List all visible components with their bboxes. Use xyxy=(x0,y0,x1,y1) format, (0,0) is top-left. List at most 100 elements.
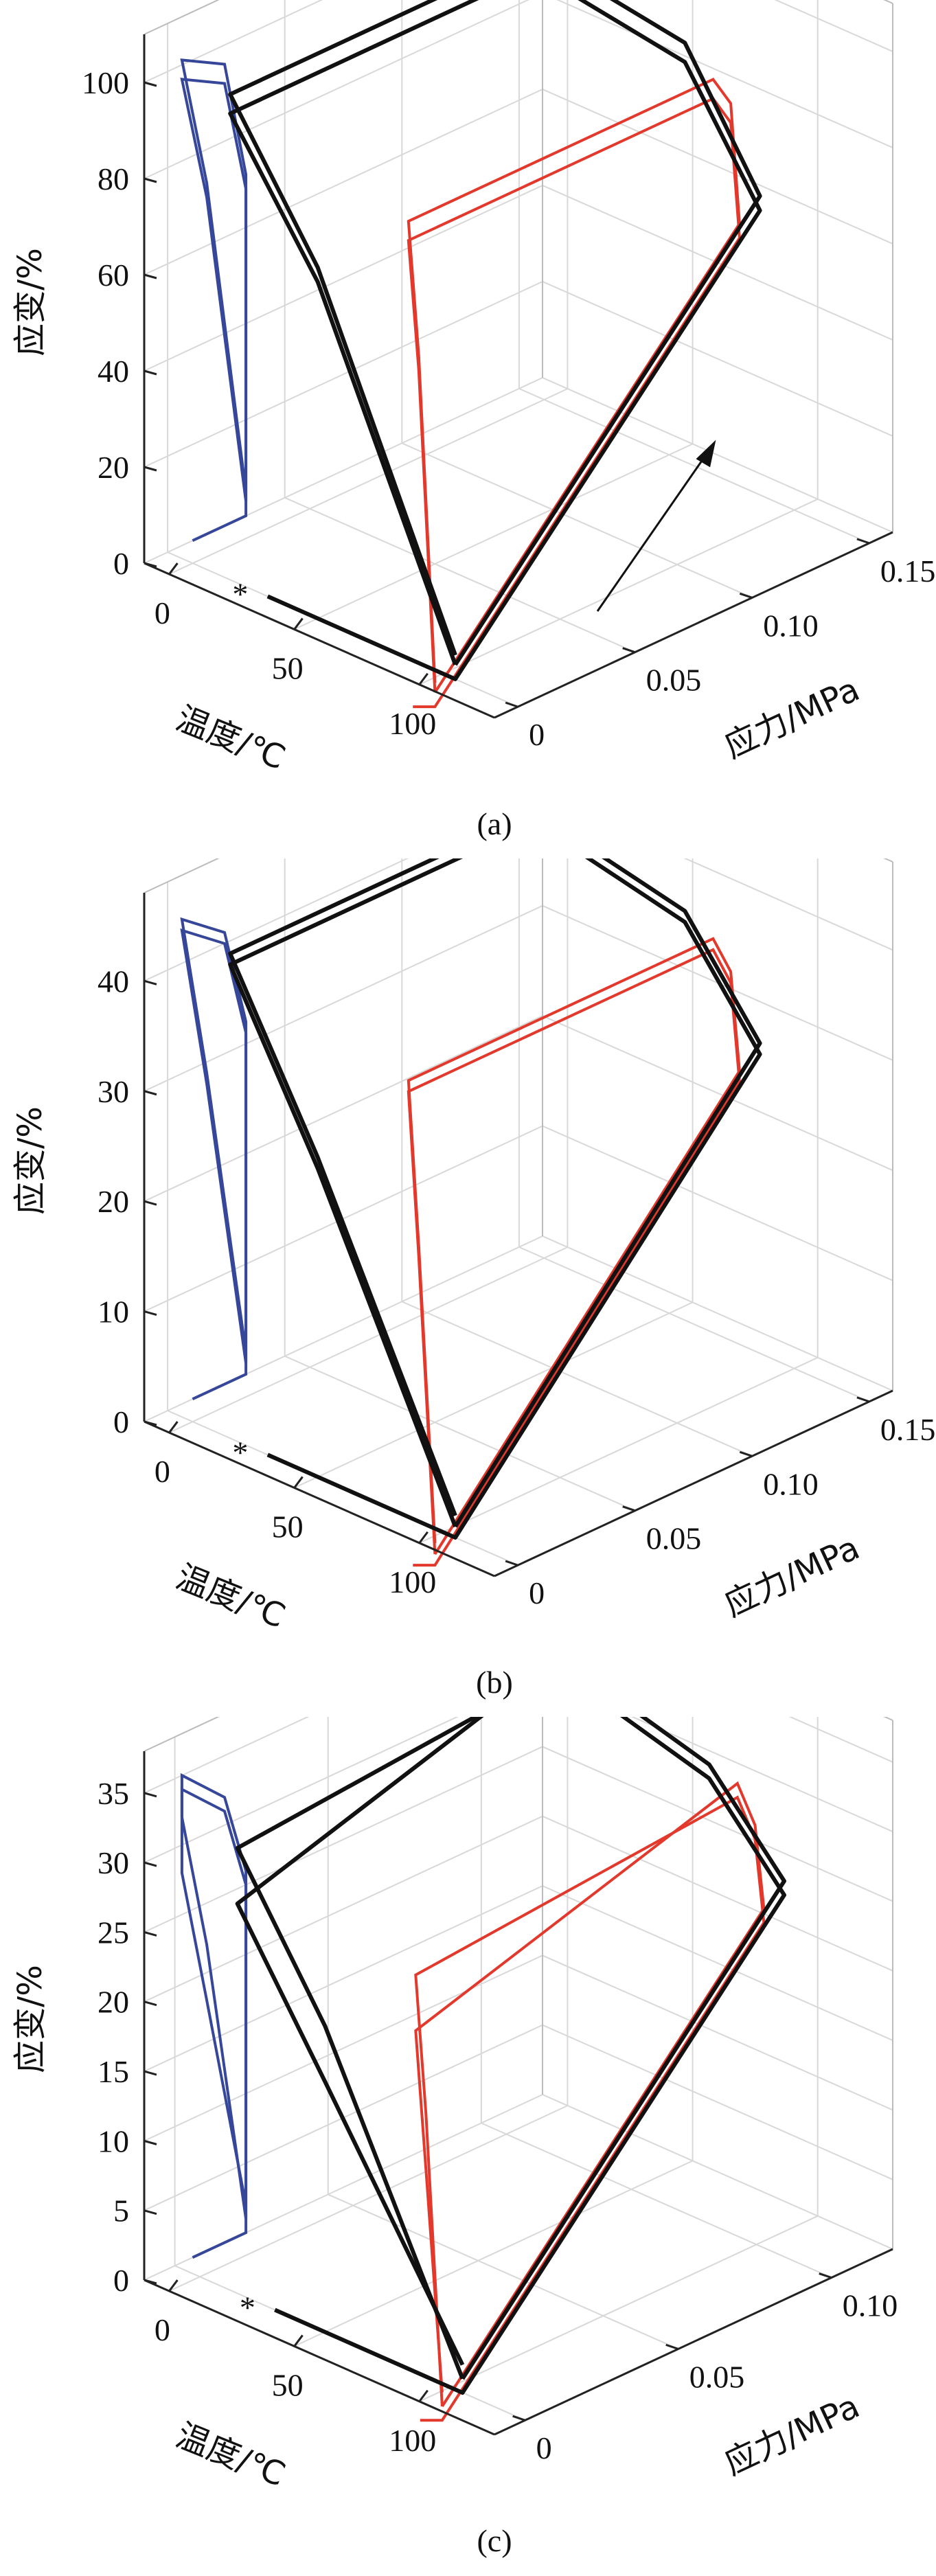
stress-axis xyxy=(494,2248,893,2436)
box-edge xyxy=(144,1717,220,1752)
gridline-stress-floor xyxy=(518,1246,870,1402)
stress-tick-label: 0.05 xyxy=(646,663,702,698)
strain-tick xyxy=(144,1310,157,1317)
strain-tick xyxy=(144,81,157,87)
strain-tick xyxy=(144,2001,157,2007)
strain-tick xyxy=(144,1090,157,1096)
stress-tick-label: 0 xyxy=(529,1575,545,1610)
strain-tick xyxy=(144,1792,157,1798)
gridline-stress-floor xyxy=(518,387,870,544)
box-edge xyxy=(883,1717,893,1721)
projection-strain-stress xyxy=(407,937,741,1567)
temperature-axis-label: 温度/℃ xyxy=(171,1558,291,1636)
gridline-strain xyxy=(144,0,893,83)
stress-tick-label: 0.15 xyxy=(880,554,936,589)
axes xyxy=(143,1751,893,2436)
gridline-temp-floor xyxy=(168,2105,568,2292)
temperature-tick xyxy=(293,2334,304,2347)
strain-tick xyxy=(144,1200,157,1206)
gridline-stress-floor xyxy=(284,1355,636,1512)
temperature-tick xyxy=(418,2389,429,2402)
strain-tick xyxy=(144,177,157,183)
grid xyxy=(144,858,893,1566)
arrow-shaft xyxy=(596,442,716,612)
box-edge xyxy=(144,858,220,893)
gridline-temp-floor xyxy=(168,1246,568,1434)
projection-strain-temperature-line xyxy=(180,1773,248,2219)
grid xyxy=(144,1717,893,2421)
projection-strain-temperature xyxy=(180,917,248,1401)
strain-tick-label: 5 xyxy=(113,2193,129,2229)
temperature-tick-label: 0 xyxy=(155,595,170,630)
projection-strain-temperature xyxy=(180,58,248,543)
stress-tick-label: 0 xyxy=(536,2430,552,2465)
strain-tick-label: 60 xyxy=(98,258,129,293)
strain-tick-label: 100 xyxy=(82,65,129,100)
strain-tick-label: 25 xyxy=(98,1915,129,1950)
stress-tick xyxy=(505,1560,518,1566)
gridline-strain xyxy=(144,376,893,564)
strain-tick xyxy=(144,466,157,472)
projection-strain-stress-line xyxy=(407,948,741,1567)
temperature-tick-label: 50 xyxy=(272,1509,304,1544)
panel-label: (a) xyxy=(477,806,512,841)
stress-axis-label: 应力/MPa xyxy=(718,670,865,766)
gridline-stress-floor xyxy=(401,442,753,599)
stress-tick xyxy=(739,592,753,599)
gridline-strain xyxy=(144,1717,893,1864)
stress-axis xyxy=(494,531,893,719)
gridline-stress-floor xyxy=(401,1301,753,1457)
temperature-tick-label: 100 xyxy=(389,706,436,741)
projection-strain-stress-line xyxy=(407,78,741,694)
gridline-temp-floor xyxy=(419,1356,819,1544)
temperature-tick xyxy=(168,562,179,575)
stress-tick xyxy=(622,1505,636,1512)
projection-strain-temperature xyxy=(180,1773,248,2259)
strain-tick-label: 0 xyxy=(113,546,129,581)
gridline-temp-floor xyxy=(294,2160,694,2347)
gridline-strain xyxy=(144,0,893,179)
grid xyxy=(144,0,893,708)
temperature-tick xyxy=(293,617,304,630)
gridline-temp-floor xyxy=(419,498,819,685)
strain-tick xyxy=(144,1861,157,1867)
temperature-tick-label: 0 xyxy=(155,1454,170,1489)
gridline-strain xyxy=(144,1954,893,2142)
projection-strain-temperature-line xyxy=(180,917,248,1363)
stress-tick-label: 0.15 xyxy=(880,1412,936,1447)
panel-label: (b) xyxy=(476,1665,513,1700)
strain-tick-label: 80 xyxy=(98,161,129,196)
chart-panel-b: * 0 10 20 30 40 0 50 100 0 0.05 0.10 0.15 应变/% 温度/℃ 应力/… xyxy=(0,858,936,1717)
gridline-strain xyxy=(144,2024,893,2211)
strain-tick-label: 20 xyxy=(98,1985,129,2020)
gridline-strain xyxy=(144,1815,893,2003)
strain-tick-label: 40 xyxy=(98,964,129,999)
projection-strain-temperature-line xyxy=(180,928,248,1401)
gridline-strain xyxy=(144,858,893,982)
strain-axis-label: 应变/% xyxy=(11,1106,49,1215)
strain-tick-label: 0 xyxy=(113,2263,129,2298)
projection-strain-stress-line xyxy=(407,937,741,1555)
temperature-axis xyxy=(144,2279,495,2436)
stress-tick-label: 0.10 xyxy=(763,608,819,643)
strain-tick xyxy=(144,979,157,985)
chart-svg: * 0 5 10 15 20 25 30 35 0 50 100 0 0.05 0.10 应变/% 温度/℃ 应力… xyxy=(11,1717,898,2558)
temperature-axis xyxy=(144,562,495,719)
projection-strain-temperature-line xyxy=(180,78,248,543)
temperature-tick-label: 100 xyxy=(389,1564,436,1599)
gridline-temp-floor xyxy=(294,443,694,630)
stress-axis xyxy=(494,1389,893,1577)
strain-tick xyxy=(144,562,157,568)
strain-tick-label: 35 xyxy=(98,1776,129,1811)
stress-tick-label: 0 xyxy=(529,717,545,752)
box-edges xyxy=(144,1717,893,2435)
temperature-tick-label: 0 xyxy=(155,2312,170,2347)
series-line-2 xyxy=(228,858,762,1528)
main-curves xyxy=(228,0,762,681)
stress-tick xyxy=(856,538,870,545)
temperature-tick xyxy=(168,2279,179,2292)
panel-label: (c) xyxy=(477,2523,512,2558)
series-line-2 xyxy=(228,0,762,666)
stress-tick xyxy=(819,2272,832,2279)
